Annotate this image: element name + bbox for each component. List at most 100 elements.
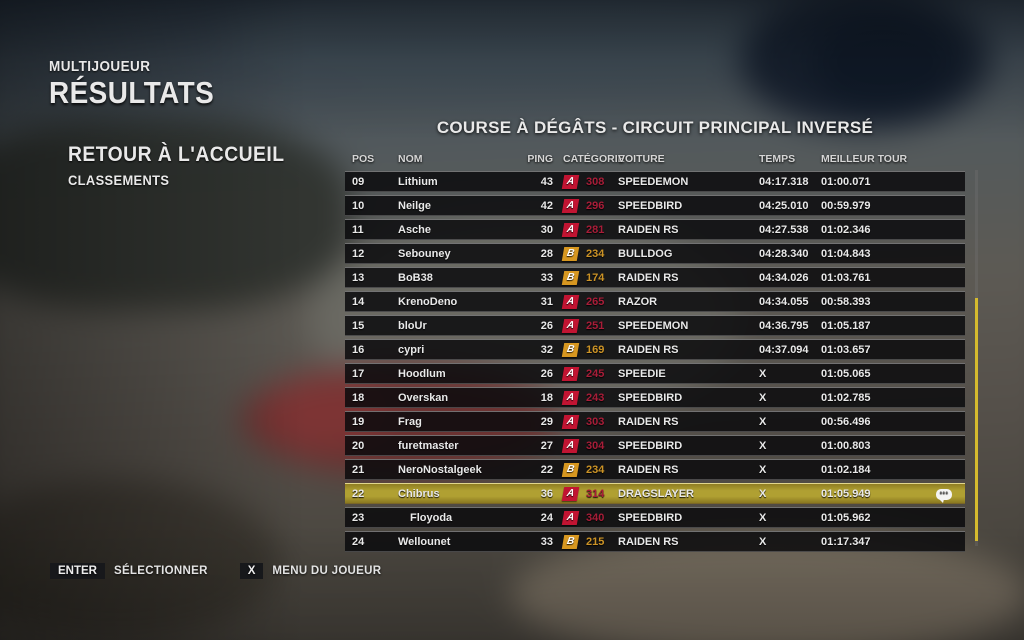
category-badge-icon: B xyxy=(561,246,580,261)
car-name: SPEEDBIRD xyxy=(618,199,683,212)
player-name: cypri xyxy=(398,343,425,356)
position-cell: 23 xyxy=(352,511,365,524)
menu-item-standings[interactable]: CLASSEMENTS xyxy=(68,172,170,188)
result-row[interactable]: 20 furetmaster 27 A 304 SPEEDBIRD X 01:00.803 xyxy=(345,435,965,456)
car-name: RAIDEN RS xyxy=(618,535,679,548)
result-row[interactable]: 12 Sebouney 28 B 234 BULLDOG 04:28.340 01:04.84… xyxy=(345,243,965,264)
best-lap-time: 01:02.346 xyxy=(821,223,871,236)
car-name: RAIDEN RS xyxy=(618,343,679,356)
best-lap-time: 01:05.065 xyxy=(821,367,871,380)
best-lap-time: 01:02.785 xyxy=(821,391,871,404)
results-rows: 09 Lithium 43 A 308 SPEEDEMON 04:17.318 01:00.0… xyxy=(345,171,965,555)
category-rating: 304 xyxy=(586,439,605,452)
category-cell: B 215 xyxy=(561,534,618,549)
race-time: 04:28.340 xyxy=(759,247,809,260)
category-cell: A 296 xyxy=(561,198,618,213)
scrollbar-thumb[interactable] xyxy=(975,298,978,541)
result-row[interactable]: 24 Wellounet 33 B 215 RAIDEN RS X 01:17.347 xyxy=(345,531,965,552)
best-lap-time: 01:05.962 xyxy=(821,511,871,524)
hint-label-select: SÉLECTIONNER xyxy=(113,565,208,577)
result-row[interactable]: 18 Overskan 18 A 243 SPEEDBIRD X 01:02.785 xyxy=(345,387,965,408)
category-badge-icon: A xyxy=(561,222,580,237)
best-lap-time: 01:00.071 xyxy=(821,175,871,188)
category-cell: B 169 xyxy=(561,342,618,357)
category-rating: 303 xyxy=(586,415,605,428)
car-name: SPEEDBIRD xyxy=(618,391,683,404)
ping-value: 30 xyxy=(540,223,553,236)
position-cell: 12 xyxy=(352,247,365,260)
category-rating: 169 xyxy=(586,343,605,356)
position-cell: 21 xyxy=(352,463,365,476)
results-scrollbar[interactable] xyxy=(975,170,978,546)
result-row[interactable]: 21 NeroNostalgeek 22 B 234 RAIDEN RS X 01:02.18… xyxy=(345,459,965,480)
player-name: Sebouney xyxy=(398,247,451,260)
car-name: BULLDOG xyxy=(618,247,673,260)
page-header: MULTIJOUEUR RÉSULTATS xyxy=(49,58,214,108)
result-row[interactable]: 17 Hoodlum 26 A 245 SPEEDIE X 01:05.065 xyxy=(345,363,965,384)
page-title: RÉSULTATS xyxy=(49,75,215,110)
category-cell: B 234 xyxy=(561,462,618,477)
car-name: RAIDEN RS xyxy=(618,223,679,236)
best-lap-time: 01:03.761 xyxy=(821,271,871,284)
result-row[interactable]: 15 bloUr 26 A 251 SPEEDEMON 04:36.795 01:05.187 xyxy=(345,315,965,336)
race-time: 04:34.055 xyxy=(759,295,809,308)
position-cell: 19 xyxy=(352,415,365,428)
best-lap-time: 01:05.949 xyxy=(821,487,871,500)
position-cell: 09 xyxy=(352,175,365,188)
category-cell: B 234 xyxy=(561,246,618,261)
race-time: X xyxy=(759,391,767,404)
category-cell: A 304 xyxy=(561,438,618,453)
category-rating: 251 xyxy=(586,319,605,332)
category-badge-icon: A xyxy=(561,198,580,213)
category-rating: 265 xyxy=(586,295,605,308)
position-cell: 17 xyxy=(352,367,365,380)
background-sky xyxy=(220,0,780,90)
position-cell: 14 xyxy=(352,295,365,308)
result-row[interactable]: 09 Lithium 43 A 308 SPEEDEMON 04:17.318 01:00.0… xyxy=(345,171,965,192)
player-name: BoB38 xyxy=(398,271,433,284)
category-badge-icon: A xyxy=(561,366,580,381)
race-time: X xyxy=(759,511,767,524)
result-row[interactable]: 11 Asche 30 A 281 RAIDEN RS 04:27.538 01:02.346 xyxy=(345,219,965,240)
ping-value: 26 xyxy=(540,367,553,380)
race-time: X xyxy=(759,463,767,476)
category-cell: A 308 xyxy=(561,174,618,189)
ping-value: 43 xyxy=(540,175,553,188)
best-lap-time: 01:03.657 xyxy=(821,343,871,356)
result-row[interactable]: 16 cypri 32 B 169 RAIDEN RS 04:37.094 01:03.657 xyxy=(345,339,965,360)
menu-item-back-to-home[interactable]: RETOUR À L'ACCUEIL xyxy=(68,143,285,166)
result-row[interactable]: 22 Chibrus 36 A 314 DRAGSLAYER X 01:05.949 ••• xyxy=(345,483,965,504)
result-row[interactable]: 23 Floyoda 24 A 340 SPEEDBIRD X 01:05.962 xyxy=(345,507,965,528)
result-row[interactable]: 13 BoB38 33 B 174 RAIDEN RS 04:34.026 01:03.761 xyxy=(345,267,965,288)
category-cell: A 281 xyxy=(561,222,618,237)
ping-value: 28 xyxy=(540,247,553,260)
category-badge-icon: A xyxy=(561,318,580,333)
category-rating: 314 xyxy=(586,487,605,500)
result-row[interactable]: 14 KrenoDeno 31 A 265 RAZOR 04:34.055 00:58.393 xyxy=(345,291,965,312)
race-time: 04:17.318 xyxy=(759,175,809,188)
position-cell: 20 xyxy=(352,439,365,452)
ping-value: 36 xyxy=(540,487,553,500)
chat-bubble-icon: ••• xyxy=(936,489,952,503)
category-cell: A 265 xyxy=(561,294,618,309)
left-menu: RETOUR À L'ACCUEIL CLASSEMENTS xyxy=(68,143,284,188)
race-time: 04:34.026 xyxy=(759,271,809,284)
position-cell: 11 xyxy=(352,223,364,236)
column-header-category: CATÉGORIE xyxy=(563,153,625,165)
category-badge-icon: B xyxy=(561,462,580,477)
car-name: RAZOR xyxy=(618,295,658,308)
result-row[interactable]: 10 Neilge 42 A 296 SPEEDBIRD 04:25.010 00:59.97… xyxy=(345,195,965,216)
ping-value: 33 xyxy=(540,535,553,548)
result-row[interactable]: 19 Frag 29 A 303 RAIDEN RS X 00:56.496 xyxy=(345,411,965,432)
player-name: Asche xyxy=(398,223,432,236)
category-badge-icon: A xyxy=(561,390,580,405)
best-lap-time: 01:04.843 xyxy=(821,247,871,260)
ping-value: 18 xyxy=(540,391,553,404)
player-name: Frag xyxy=(398,415,422,428)
column-header-name: NOM xyxy=(398,153,423,165)
player-name: Lithium xyxy=(398,175,438,188)
background-flag-dark xyxy=(810,15,960,110)
car-name: SPEEDEMON xyxy=(618,175,689,188)
category-rating: 234 xyxy=(586,463,605,476)
